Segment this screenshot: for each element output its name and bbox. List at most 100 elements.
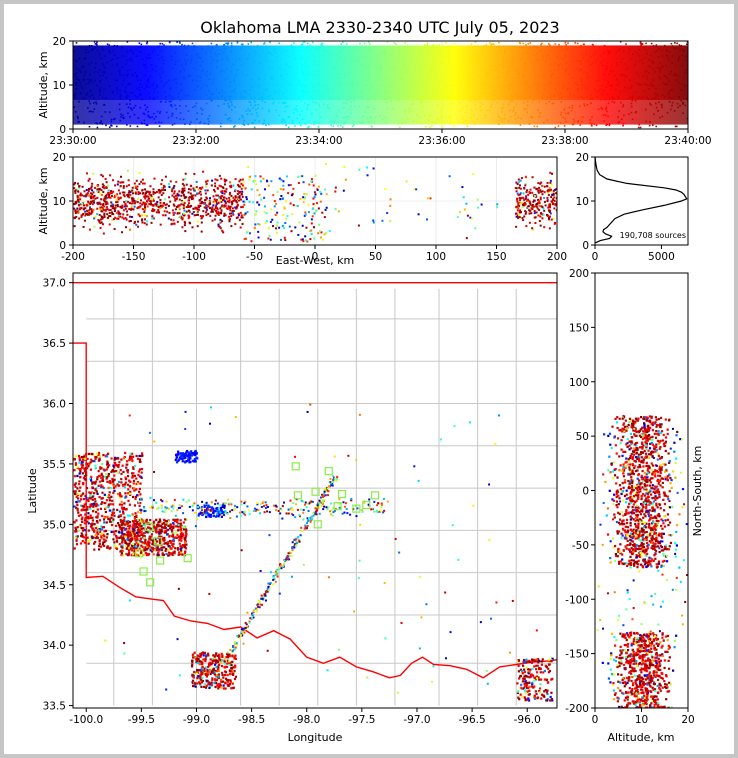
lightning-source <box>124 90 127 93</box>
lightning-source <box>214 199 217 202</box>
lightning-source <box>97 453 100 457</box>
lightning-source <box>283 206 286 209</box>
lightning-source <box>242 123 245 126</box>
lightning-source <box>206 179 209 182</box>
lightning-source <box>95 43 98 45</box>
lightning-source <box>96 49 99 52</box>
lightning-source <box>82 212 85 215</box>
lightning-source <box>171 124 174 126</box>
lightning-source <box>167 551 171 554</box>
lightning-source <box>555 188 557 191</box>
lightning-source <box>583 103 585 105</box>
lightning-source <box>324 231 327 234</box>
lightning-source <box>137 529 140 532</box>
lightning-source <box>152 98 155 100</box>
lightning-source <box>131 74 134 77</box>
lightning-source <box>557 64 560 67</box>
lightning-source <box>88 462 91 465</box>
lightning-source <box>94 79 96 82</box>
lightning-source <box>189 188 192 191</box>
lightning-source <box>96 41 98 44</box>
lightning-source <box>441 45 444 48</box>
lightning-source <box>77 78 80 81</box>
lightning-source <box>78 489 81 492</box>
lightning-source <box>148 526 151 529</box>
lightning-source <box>102 190 105 193</box>
lightning-source <box>168 183 171 186</box>
lightning-source <box>457 84 460 87</box>
lightning-source <box>238 180 241 183</box>
lightning-source <box>235 216 238 219</box>
lightning-source <box>112 486 116 490</box>
lightning-source <box>110 125 113 127</box>
lightning-source <box>100 57 102 60</box>
lightning-source <box>83 474 87 478</box>
lightning-source <box>397 53 400 56</box>
lightning-source <box>129 92 132 94</box>
lightning-source <box>140 93 142 96</box>
lightning-source <box>256 45 259 48</box>
lightning-source <box>451 45 453 48</box>
lightning-source <box>670 70 672 73</box>
lightning-source <box>303 197 306 200</box>
lightning-source <box>122 185 125 188</box>
lightning-source <box>99 507 102 510</box>
lightning-source <box>365 106 368 108</box>
lightning-source <box>224 113 227 116</box>
lightning-source <box>603 58 605 61</box>
lightning-source <box>283 236 286 239</box>
lightning-source <box>80 493 83 496</box>
lightning-source <box>313 120 316 123</box>
lightning-source <box>140 540 143 544</box>
lightning-source <box>154 530 158 533</box>
lightning-source <box>98 539 101 542</box>
lightning-source <box>171 530 174 533</box>
lightning-source <box>152 112 155 115</box>
lightning-source <box>578 60 581 63</box>
lightning-source <box>224 78 226 81</box>
lightning-source <box>210 83 213 86</box>
lightning-source <box>386 86 388 89</box>
lightning-source <box>671 101 674 104</box>
lightning-source <box>484 68 487 71</box>
lightning-source <box>176 192 179 195</box>
lightning-source <box>183 69 186 72</box>
lightning-source <box>284 110 286 113</box>
lightning-source <box>166 533 169 536</box>
lightning-source <box>248 53 251 56</box>
lightning-source <box>79 475 82 479</box>
lightning-source <box>628 48 631 50</box>
lightning-source <box>664 96 666 98</box>
lightning-source <box>543 191 546 194</box>
lightning-source <box>140 544 143 547</box>
lightning-source <box>181 182 184 185</box>
lightning-source <box>113 44 116 47</box>
lightning-source <box>315 69 318 72</box>
lightning-source <box>94 503 97 507</box>
lightning-source <box>92 199 95 202</box>
lightning-source <box>224 190 227 193</box>
lightning-source <box>126 97 128 99</box>
lightning-source <box>82 492 85 495</box>
lightning-source <box>180 199 183 202</box>
lightning-source <box>554 43 557 45</box>
lightning-source <box>563 125 566 127</box>
lightning-source <box>310 222 313 225</box>
lightning-source <box>253 226 256 229</box>
lightning-source <box>298 49 300 52</box>
lightning-source <box>118 484 121 487</box>
lightning-source <box>375 116 377 118</box>
lightning-source <box>270 77 272 80</box>
lightning-source <box>73 183 76 186</box>
lightning-source <box>121 83 124 85</box>
lightning-source <box>183 187 186 190</box>
lightning-source <box>76 507 79 510</box>
lightning-source <box>215 88 218 91</box>
lightning-source <box>312 98 314 100</box>
lightning-source <box>86 506 89 509</box>
lightning-source <box>141 182 144 185</box>
lightning-source <box>112 466 116 469</box>
lightning-source <box>480 109 482 112</box>
lightning-source <box>361 81 364 83</box>
lightning-source <box>493 65 496 67</box>
